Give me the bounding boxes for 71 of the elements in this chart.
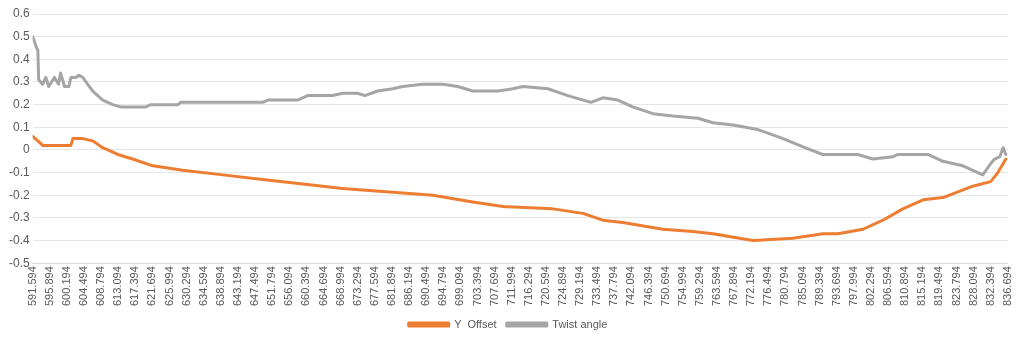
x-tick-label: 703.394	[470, 266, 483, 306]
x-tick-label: 737.794	[607, 266, 620, 306]
x-tick-label: 681.894	[384, 266, 397, 306]
legend-label: Y Offset	[454, 317, 497, 330]
x-tick-label: 724.894	[556, 266, 569, 306]
x-tick-label: 699.094	[453, 266, 466, 306]
x-tick-label: 630.294	[179, 266, 192, 306]
x-tick-label: 686.194	[402, 266, 415, 306]
y-tick-label: 0.5	[12, 28, 30, 43]
x-tick-label: 625.994	[162, 266, 175, 306]
x-tick-label: 613.094	[111, 266, 124, 306]
x-tick-label: 802.294	[863, 266, 876, 306]
x-tick-label: 780.794	[778, 266, 791, 306]
x-tick-label: 832.394	[983, 266, 996, 306]
y-tick-label: -0.1	[8, 164, 30, 179]
x-tick-label: 621.694	[145, 266, 158, 306]
x-tick-label: 815.194	[915, 266, 928, 306]
x-tick-label: 651.794	[265, 266, 278, 306]
x-tick-label: 608.794	[94, 266, 107, 306]
x-tick-label: 656.094	[282, 266, 295, 306]
x-tick-label: 634.594	[196, 266, 209, 306]
x-tick-label: 810.894	[898, 266, 911, 306]
x-tick-label: 797.994	[846, 266, 859, 306]
x-tick-label: 668.994	[333, 266, 346, 306]
x-tick-label: 785.094	[795, 266, 808, 306]
x-tick-label: 742.094	[624, 266, 637, 306]
x-tick-label: 638.894	[213, 266, 226, 306]
x-tick-label: 754.994	[675, 266, 688, 306]
legend-label: Twist angle	[552, 317, 608, 330]
x-tick-label: 716.294	[521, 266, 534, 306]
x-tick-label: 690.494	[419, 266, 432, 306]
x-tick-label: 711.994	[504, 266, 517, 306]
x-tick-label: 591.594	[25, 266, 38, 306]
y-tick-label: 0.3	[12, 74, 30, 89]
x-tick-label: 595.894	[42, 266, 55, 306]
x-tick-label: 707.694	[487, 266, 500, 306]
x-tick-label: 647.494	[248, 266, 261, 306]
x-tick-label: 729.194	[573, 266, 586, 306]
y-tick-label: 0	[22, 142, 30, 157]
x-tick-label: 677.594	[367, 266, 380, 306]
y-tick-label: -0.3	[8, 210, 30, 225]
x-tick-label: 604.494	[77, 266, 90, 306]
y-tick-label: 0.1	[12, 119, 30, 134]
x-tick-label: 694.794	[436, 266, 449, 306]
y-tick-label: -0.2	[8, 187, 30, 202]
x-tick-label: 828.094	[966, 266, 979, 306]
x-tick-label: 767.894	[727, 266, 740, 306]
x-tick-label: 660.394	[299, 266, 312, 306]
x-tick-label: 617.394	[128, 266, 141, 306]
x-tick-label: 673.294	[350, 266, 363, 306]
x-tick-label: 776.494	[761, 266, 774, 306]
x-tick-label: 746.394	[641, 266, 654, 306]
x-tick-label: 733.494	[590, 266, 603, 306]
y-tick-label: 0.4	[12, 51, 30, 66]
x-tick-label: 823.794	[949, 266, 962, 306]
x-tick-label: 793.694	[829, 266, 842, 306]
x-tick-label: 819.494	[932, 266, 945, 306]
x-tick-label: 763.594	[710, 266, 723, 306]
x-tick-label: 720.594	[538, 266, 551, 306]
x-tick-label: 836.694	[1000, 266, 1013, 306]
y-tick-label: 0.2	[12, 96, 30, 111]
x-tick-label: 600.194	[59, 266, 72, 306]
x-tick-label: 664.694	[316, 266, 329, 306]
x-tick-label: 806.594	[881, 266, 894, 306]
x-tick-label: 750.694	[658, 266, 671, 306]
y-tick-label: -0.4	[8, 232, 30, 247]
x-tick-label: 789.394	[812, 266, 825, 306]
x-tick-label: 759.294	[692, 266, 705, 306]
x-tick-label: 772.194	[744, 266, 757, 306]
y-tick-label: 0.6	[12, 6, 30, 21]
x-tick-label: 643.194	[231, 266, 243, 306]
